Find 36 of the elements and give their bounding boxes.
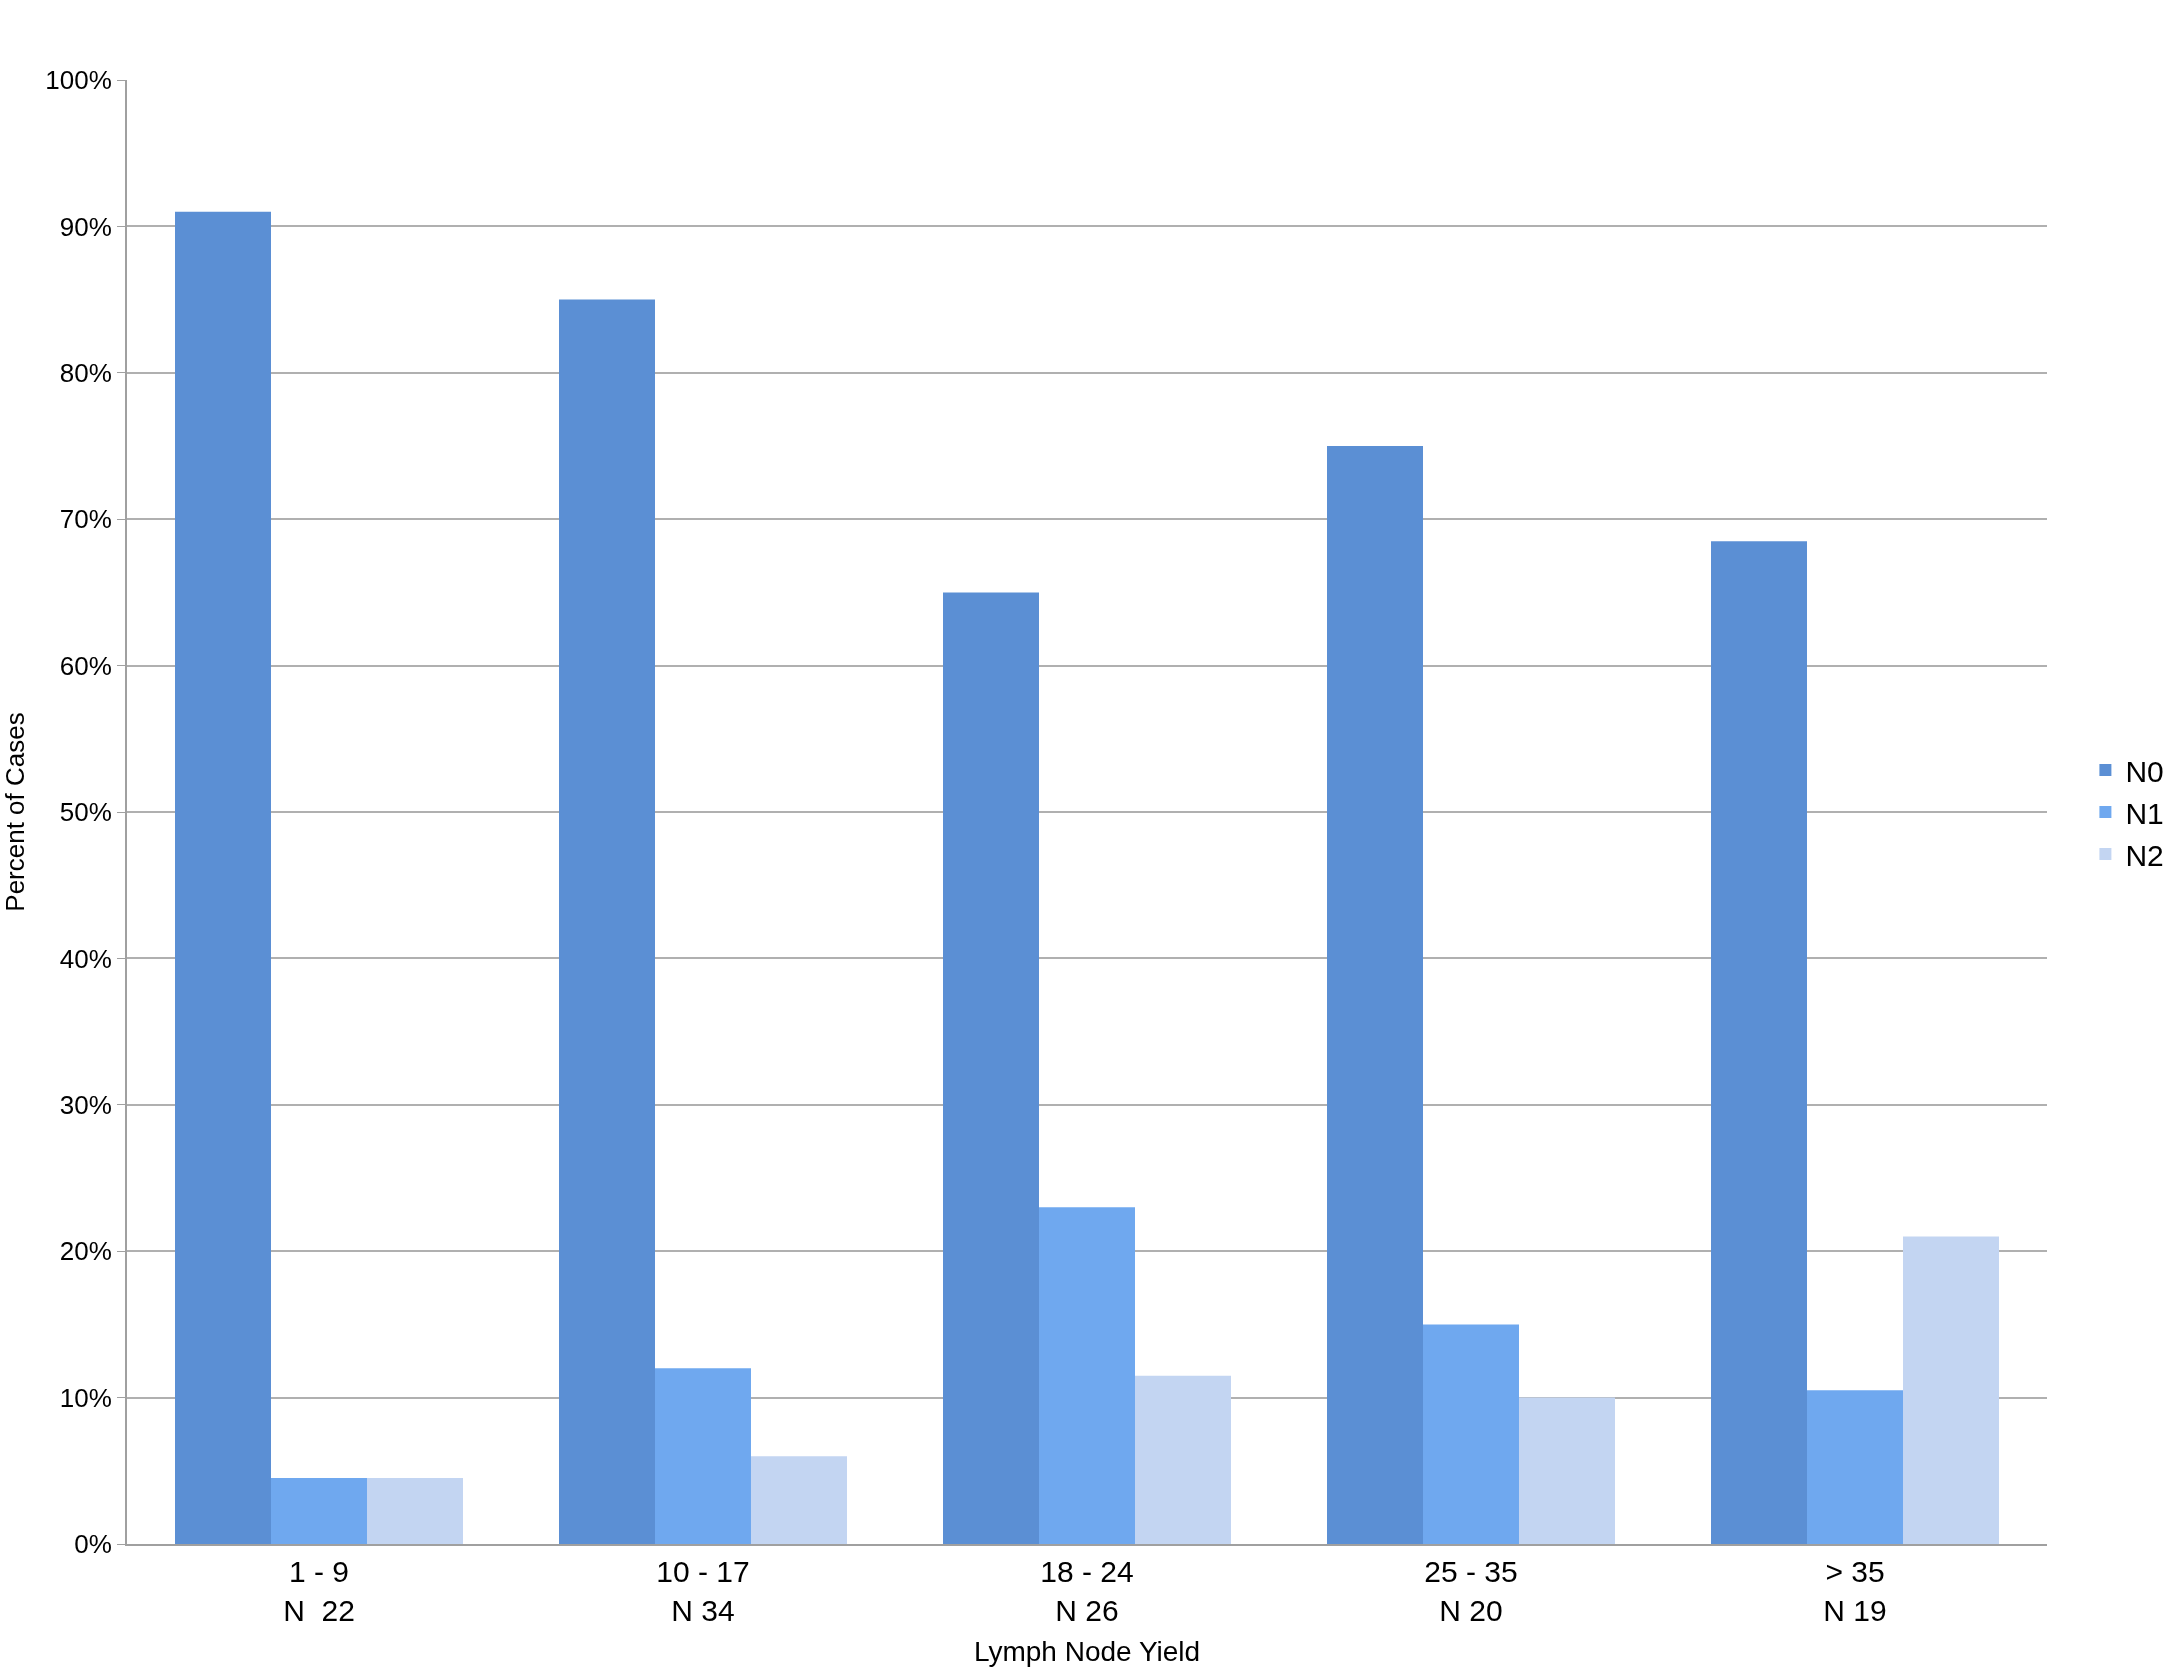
bar	[271, 1478, 367, 1544]
y-tick-label: 20%	[59, 1236, 112, 1267]
x-tick-label: 18 - 24 N 26	[1040, 1555, 1134, 1627]
legend-label: N2	[2125, 838, 2164, 872]
x-tick-label: 25 - 35 N 20	[1424, 1555, 1518, 1627]
bar	[175, 211, 271, 1544]
bar	[1903, 1236, 1999, 1544]
y-tick-label: 10%	[59, 1382, 112, 1413]
bar	[751, 1456, 847, 1544]
bar	[367, 1478, 463, 1544]
bar	[655, 1368, 751, 1544]
x-axis-title: Lymph Node Yield	[973, 1635, 1201, 1667]
y-tick-label: 80%	[59, 357, 112, 388]
y-tick-label: 60%	[59, 650, 112, 681]
y-tick-label: 30%	[59, 1089, 112, 1120]
bar	[559, 299, 655, 1544]
bar	[1807, 1390, 1903, 1544]
legend-label: N1	[2125, 796, 2164, 830]
x-tick-label: > 35 N 19	[1823, 1555, 1887, 1627]
bar	[1135, 1375, 1231, 1544]
bar	[1327, 446, 1423, 1544]
y-tick-label: 70%	[59, 504, 112, 535]
bar	[1711, 541, 1807, 1544]
legend-label: N0	[2125, 754, 2164, 788]
bar	[943, 592, 1039, 1544]
y-tick-label: 90%	[59, 211, 112, 242]
y-tick-label: 0%	[74, 1529, 112, 1560]
bar	[1423, 1324, 1519, 1544]
y-tick-label: 50%	[59, 797, 112, 828]
bar	[1519, 1397, 1615, 1544]
y-tick-label: 40%	[59, 943, 112, 974]
x-tick-label: 1 - 9 N 22	[283, 1555, 355, 1627]
y-axis-title: Percent of Cases	[0, 712, 30, 912]
x-tick-label: 10 - 17 N 34	[656, 1555, 750, 1627]
bar	[1039, 1207, 1135, 1544]
y-tick-label: 100%	[45, 65, 112, 96]
